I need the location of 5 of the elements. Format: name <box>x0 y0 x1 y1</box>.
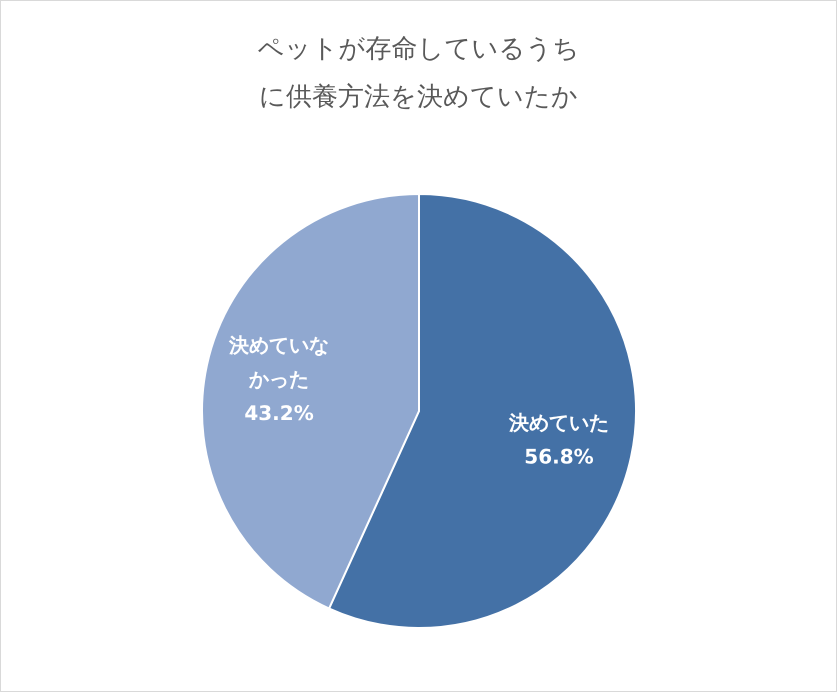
chart-title: ペットが存命しているうちに供養方法を決めていたか <box>256 33 580 114</box>
data-label: 56.8% <box>524 444 594 469</box>
slice-label: 決めていなかった <box>228 332 330 391</box>
slice-label: 決めていた <box>508 410 609 435</box>
data-label: 43.2% <box>244 400 314 425</box>
